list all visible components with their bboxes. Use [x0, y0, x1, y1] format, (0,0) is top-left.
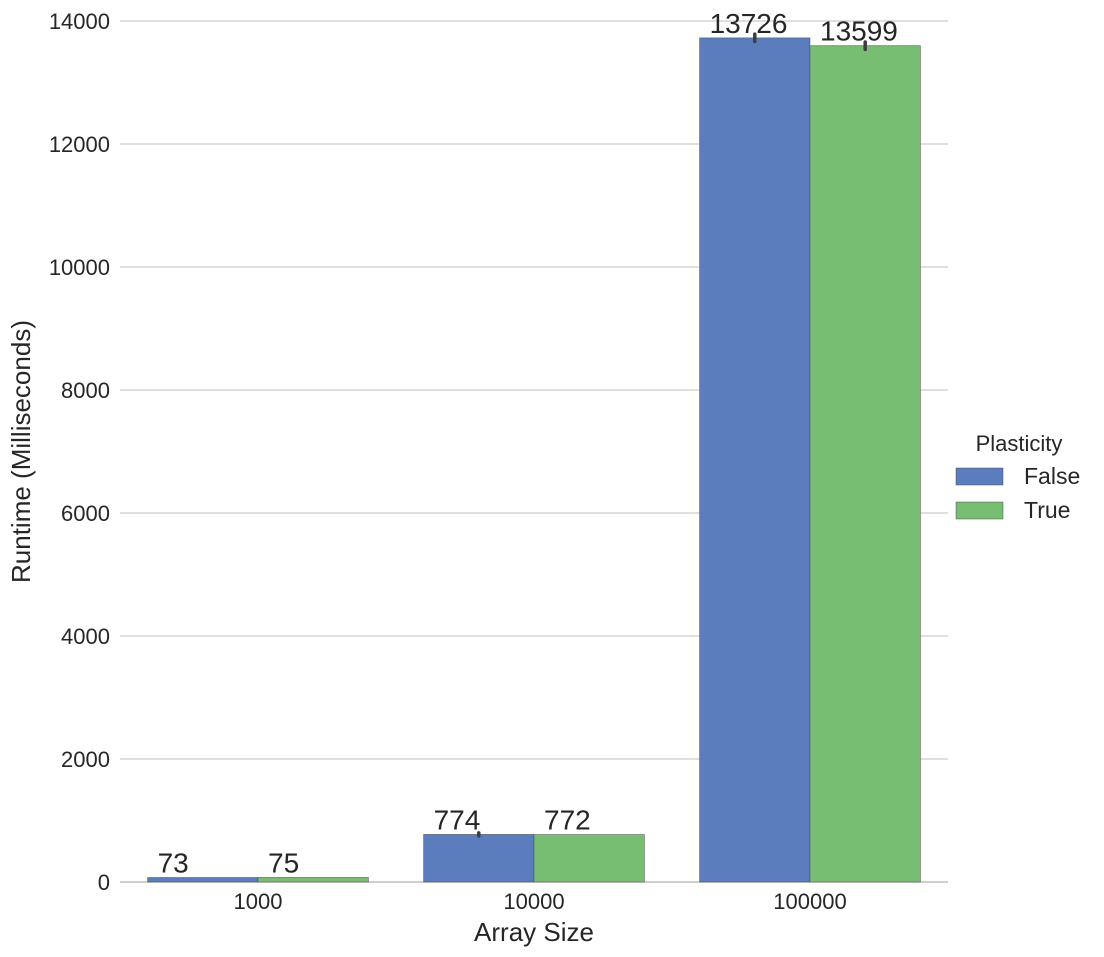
bar-value-label: 772 — [544, 805, 591, 836]
x-tick-label: 100000 — [773, 889, 846, 914]
x-axis-ticks: 1000 10000 100000 — [234, 889, 847, 914]
bar — [533, 834, 645, 883]
bar-value-label: 13599 — [820, 16, 898, 47]
y-tick-label: 14000 — [49, 9, 110, 34]
x-tick-label: 1000 — [234, 889, 283, 914]
y-axis-ticks: 0 2000 4000 6000 8000 10000 12000 14000 — [49, 9, 110, 895]
legend-title: Plasticity — [976, 431, 1063, 456]
y-tick-label: 4000 — [61, 624, 110, 649]
x-tick-label: 10000 — [503, 889, 564, 914]
bar-value-label: 774 — [434, 804, 481, 835]
y-tick-label: 12000 — [49, 132, 110, 157]
y-tick-label: 0 — [98, 870, 110, 895]
gridlines — [120, 20, 948, 883]
bar — [423, 833, 535, 883]
bar — [257, 876, 369, 883]
bar — [809, 45, 921, 883]
x-axis-label: Array Size — [474, 917, 594, 947]
y-tick-label: 2000 — [61, 747, 110, 772]
bars: 73 75 774 772 13726 13599 — [147, 8, 921, 883]
legend-entry-label: False — [1024, 463, 1080, 489]
legend-swatch — [955, 467, 1004, 486]
y-tick-label: 8000 — [61, 378, 110, 403]
legend-swatch — [955, 501, 1004, 520]
y-axis-label: Runtime (Milliseconds) — [6, 320, 36, 583]
y-tick-label: 6000 — [61, 501, 110, 526]
legend-entry-label: True — [1024, 497, 1070, 523]
y-tick-label: 10000 — [49, 255, 110, 280]
bar-value-label: 73 — [158, 848, 189, 879]
bar-value-label: 13726 — [710, 8, 788, 39]
bar — [699, 37, 811, 883]
bar-value-label: 75 — [268, 847, 299, 878]
legend: Plasticity False True — [955, 431, 1080, 523]
